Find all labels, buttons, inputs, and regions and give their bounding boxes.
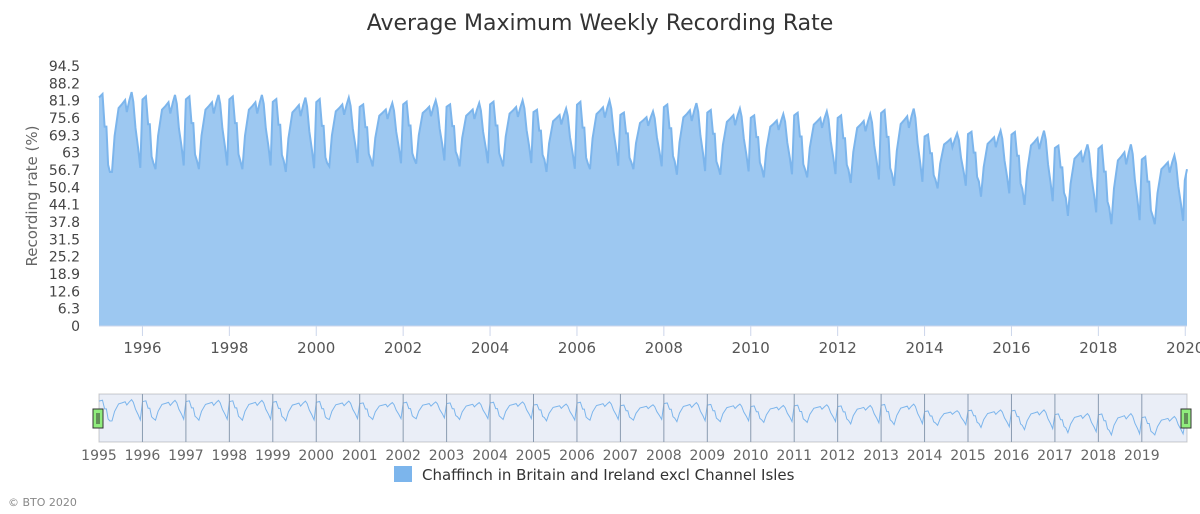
navigator-tick-label: 2005 (516, 448, 552, 464)
x-tick-label: 2014 (905, 339, 943, 357)
y-tick-label: 37.8 (49, 215, 80, 231)
navigator-tick-label: 2014 (907, 448, 943, 464)
y-tick-label: 0 (71, 319, 80, 335)
navigator-tick-label: 2001 (342, 448, 378, 464)
x-tick-label: 2010 (732, 339, 770, 357)
navigator-ticks: 1995 1996 1997 1998 1999 2000 2001 2002 2003 2004… (81, 448, 1159, 464)
y-axis-label: Recording rate (%) (23, 126, 41, 267)
y-tick-label: 50.4 (49, 180, 80, 196)
navigator-tick-label: 2012 (820, 448, 856, 464)
x-tick-label: 2004 (471, 339, 509, 357)
x-axis-ticks: 1996 1998 2000 2002 2004 2006 2008 2010 2012 2014… (123, 326, 1200, 357)
navigator-tick-label: 1999 (255, 448, 291, 464)
area-fill (99, 92, 1187, 326)
y-tick-label: 69.3 (49, 128, 80, 144)
navigator-tick-label: 2004 (472, 448, 508, 464)
y-tick-label: 75.6 (49, 111, 80, 127)
x-tick-label: 2006 (558, 339, 596, 357)
credit: © BTO 2020 (8, 496, 77, 509)
navigator-tick-label: 2007 (603, 448, 639, 464)
y-tick-label: 25.2 (49, 250, 80, 266)
navigator-tick-label: 2016 (994, 448, 1030, 464)
navigator-tick-label: 2009 (689, 448, 725, 464)
navigator-tick-label: 2008 (646, 448, 682, 464)
navigator-tick-label: 2006 (559, 448, 595, 464)
chart-title: Average Maximum Weekly Recording Rate (367, 11, 834, 36)
navigator-tick-label: 1995 (81, 448, 117, 464)
x-tick-label: 2008 (645, 339, 683, 357)
x-tick-label: 2020 (1166, 339, 1200, 357)
y-tick-label: 63 (62, 146, 80, 162)
area-series (98, 91, 1188, 326)
navigator-tick-label: 1997 (168, 448, 204, 464)
navigator-tick-label: 2002 (385, 448, 421, 464)
navigator-tick-label: 2019 (1124, 448, 1160, 464)
navigator-grid (141, 394, 1143, 442)
navigator-tick-label: 1996 (125, 448, 161, 464)
x-tick-label: 2002 (384, 339, 422, 357)
navigator-tick-label: 2013 (863, 448, 899, 464)
y-tick-label: 56.7 (49, 163, 80, 179)
x-tick-label: 1998 (210, 339, 248, 357)
y-tick-label: 6.3 (58, 302, 80, 318)
x-tick-label: 2000 (297, 339, 335, 357)
y-tick-label: 94.5 (49, 59, 80, 75)
navigator-tick-label: 2000 (298, 448, 334, 464)
y-tick-label: 88.2 (49, 76, 80, 92)
x-tick-label: 1996 (123, 339, 161, 357)
y-tick-label: 18.9 (49, 267, 80, 283)
legend[interactable]: Chaffinch in Britain and Ireland excl Ch… (394, 466, 795, 484)
navigator[interactable]: 1995 1996 1997 1998 1999 2000 2001 2002 2003 2004… (81, 393, 1192, 464)
navigator-tick-label: 2003 (429, 448, 465, 464)
navigator-tick-label: 2018 (1081, 448, 1117, 464)
navigator-handle-right[interactable] (1180, 408, 1192, 429)
navigator-series (98, 398, 1188, 437)
legend-swatch (394, 466, 412, 482)
series-line[interactable] (98, 91, 1188, 225)
x-tick-label: 2016 (992, 339, 1030, 357)
navigator-tick-label: 1998 (212, 448, 248, 464)
y-tick-label: 44.1 (49, 198, 80, 214)
navigator-tick-label: 2017 (1037, 448, 1073, 464)
x-tick-label: 2012 (819, 339, 857, 357)
navigator-tick-label: 2010 (733, 448, 769, 464)
y-tick-label: 31.5 (49, 232, 80, 248)
navigator-tick-label: 2015 (950, 448, 986, 464)
navigator-handle-left[interactable] (92, 408, 104, 429)
navigator-tick-label: 2011 (776, 448, 812, 464)
navigator-mask[interactable] (99, 394, 1187, 442)
y-tick-label: 81.9 (49, 94, 80, 110)
x-tick-label: 2018 (1079, 339, 1117, 357)
legend-item-label[interactable]: Chaffinch in Britain and Ireland excl Ch… (422, 466, 795, 484)
y-tick-label: 12.6 (49, 284, 80, 300)
